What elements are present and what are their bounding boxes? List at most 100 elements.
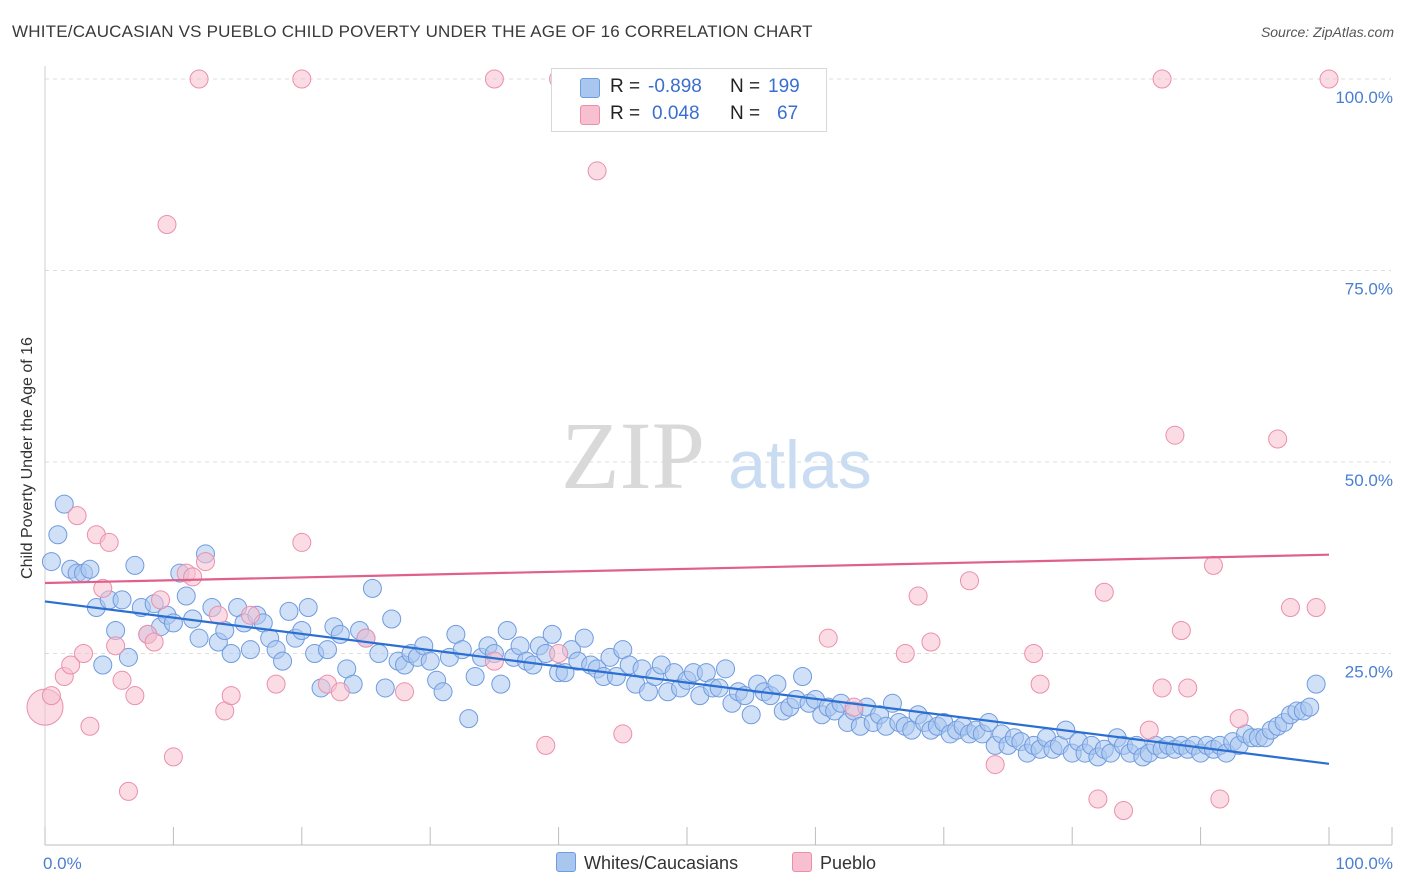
- point-pueblo: [221, 686, 241, 706]
- point-pueblo: [1139, 720, 1159, 740]
- point-whites: [48, 525, 68, 545]
- legend-r-value-pueblo: 0.048: [652, 103, 700, 124]
- watermark: ZIP atlas: [561, 402, 872, 509]
- point-pueblo: [959, 571, 979, 591]
- point-whites: [741, 705, 761, 725]
- point-whites: [118, 647, 138, 667]
- watermark-zip: ZIP: [561, 402, 705, 509]
- legend-n-value-pueblo: 67: [777, 103, 799, 124]
- point-pueblo: [484, 651, 504, 671]
- point-pueblo: [183, 567, 203, 587]
- point-pueblo: [1030, 674, 1050, 694]
- point-whites: [273, 651, 293, 671]
- x-tick-label: 0.0%: [43, 854, 82, 873]
- y-tick-label: 75.0%: [1345, 280, 1393, 299]
- point-pueblo: [1165, 425, 1185, 445]
- point-whites: [491, 674, 511, 694]
- point-pueblo: [536, 735, 556, 755]
- point-pueblo: [844, 697, 864, 717]
- point-whites: [542, 624, 562, 644]
- point-pueblo: [41, 686, 61, 706]
- trendline-pueblo: [44, 553, 1330, 585]
- trendline-whites: [44, 600, 1330, 765]
- point-whites: [317, 640, 337, 660]
- point-pueblo: [112, 670, 132, 690]
- y-tick-label: 100.0%: [1335, 88, 1393, 107]
- point-whites: [497, 621, 517, 641]
- point-whites: [767, 674, 787, 694]
- point-pueblo: [106, 636, 126, 656]
- point-pueblo: [240, 605, 260, 625]
- point-pueblo: [549, 644, 569, 663]
- point-pueblo: [1114, 801, 1134, 821]
- tick-labels: 25.0% 50.0% 75.0% 100.0% 0.0% 100.0%: [43, 88, 1393, 873]
- point-pueblo: [67, 506, 87, 526]
- point-whites: [574, 628, 594, 648]
- point-pueblo: [1024, 644, 1044, 663]
- point-pueblo: [189, 69, 209, 89]
- point-whites: [292, 621, 312, 641]
- point-whites: [716, 659, 736, 679]
- point-pueblo: [484, 69, 504, 89]
- point-pueblo: [1306, 598, 1326, 618]
- point-whites: [375, 678, 395, 698]
- point-whites: [1306, 674, 1326, 694]
- point-whites: [189, 628, 209, 648]
- point-pueblo: [125, 686, 145, 706]
- y-tick-label: 50.0%: [1345, 471, 1393, 490]
- point-pueblo: [292, 69, 312, 89]
- legend-r-label: R =: [610, 103, 641, 124]
- legend-swatch-whites: [580, 78, 600, 98]
- point-pueblo: [157, 215, 177, 235]
- point-pueblo: [1203, 555, 1223, 575]
- point-pueblo: [921, 632, 941, 652]
- watermark-atlas: atlas: [728, 427, 872, 503]
- point-pueblo: [1094, 582, 1114, 602]
- point-pueblo: [908, 586, 928, 606]
- source-credit: Source: ZipAtlas.com: [1260, 24, 1394, 40]
- point-pueblo: [587, 161, 607, 181]
- legend-swatch-pueblo: [580, 105, 600, 125]
- x-tick-label: 100.0%: [1335, 854, 1393, 873]
- point-pueblo: [1088, 789, 1108, 809]
- point-pueblo: [1280, 598, 1300, 618]
- point-pueblo: [163, 747, 183, 767]
- point-whites: [465, 666, 485, 686]
- point-pueblo: [144, 632, 164, 652]
- point-whites: [279, 601, 299, 621]
- point-whites: [125, 555, 145, 575]
- point-pueblo: [196, 552, 215, 572]
- point-whites: [298, 598, 318, 618]
- bottom-legend-swatch-whites: [556, 852, 576, 872]
- point-whites: [221, 644, 241, 663]
- point-pueblo: [151, 590, 171, 610]
- point-pueblo: [1319, 69, 1339, 89]
- point-pueblo: [356, 628, 376, 648]
- point-whites: [382, 609, 402, 629]
- point-pueblo: [895, 644, 915, 663]
- point-whites: [606, 666, 626, 686]
- point-whites: [459, 709, 479, 729]
- point-pueblo: [330, 682, 350, 702]
- point-pueblo: [1152, 69, 1172, 89]
- point-pueblo: [118, 781, 138, 801]
- legend-n-label: N =: [730, 103, 761, 124]
- bottom-legend-pueblo: Pueblo: [792, 852, 876, 874]
- point-whites: [1300, 697, 1320, 717]
- point-pueblo: [74, 644, 94, 663]
- legend-row-whites: R = -0.898 N = 199: [552, 74, 826, 100]
- legend-r-label: R =: [610, 76, 641, 97]
- point-whites: [433, 682, 453, 702]
- legend-n-label: N =: [730, 76, 761, 97]
- point-pueblo: [985, 755, 1005, 775]
- bottom-legend-label-pueblo: Pueblo: [820, 853, 877, 873]
- chart-title: WHITE/CAUCASIAN VS PUEBLO CHILD POVERTY …: [12, 22, 813, 41]
- point-whites: [41, 552, 61, 572]
- point-whites: [420, 651, 440, 671]
- point-pueblo: [292, 532, 312, 552]
- bottom-legend-swatch-pueblo: [792, 852, 812, 872]
- point-pueblo: [1178, 678, 1198, 698]
- point-whites: [369, 644, 389, 663]
- point-pueblo: [80, 716, 100, 736]
